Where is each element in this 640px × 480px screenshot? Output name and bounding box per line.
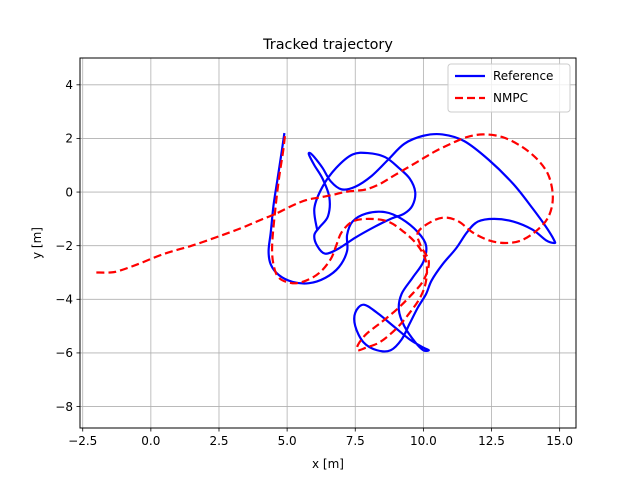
plot-area <box>80 58 576 428</box>
x-ticks: −2.5 0.0 2.5 5.0 7.5 10.0 12.5 15.0 <box>68 428 573 448</box>
x-tick-label: 15.0 <box>546 434 573 448</box>
y-tick-label: 4 <box>65 78 73 92</box>
chart-title: Tracked trajectory <box>262 37 393 53</box>
x-tick-label: 10.0 <box>410 434 437 448</box>
x-tick-label: 2.5 <box>209 434 228 448</box>
series-reference-line <box>267 132 557 353</box>
y-axis-label: y [m] <box>30 227 44 259</box>
series-layer <box>96 132 557 353</box>
series-nmpc-line <box>96 133 554 352</box>
y-ticks: 4 2 0 −2 −4 −6 −8 <box>55 78 80 414</box>
y-tick-label: −8 <box>55 400 73 414</box>
x-tick-label: 5.0 <box>278 434 297 448</box>
legend-nmpc-label: NMPC <box>493 91 528 105</box>
x-tick-label: 7.5 <box>346 434 365 448</box>
legend-reference-label: Reference <box>493 69 553 83</box>
x-tick-label: 0.0 <box>141 434 160 448</box>
x-axis-label: x [m] <box>312 457 344 471</box>
y-tick-label: −4 <box>55 293 73 307</box>
x-tick-label: −2.5 <box>68 434 97 448</box>
y-tick-label: 0 <box>65 185 73 199</box>
plot-frame <box>79 57 577 429</box>
y-tick-label: 2 <box>65 132 73 146</box>
y-tick-label: −2 <box>55 239 73 253</box>
y-tick-label: −6 <box>55 346 73 360</box>
x-tick-label: 12.5 <box>478 434 505 448</box>
legend: Reference NMPC <box>447 63 571 113</box>
